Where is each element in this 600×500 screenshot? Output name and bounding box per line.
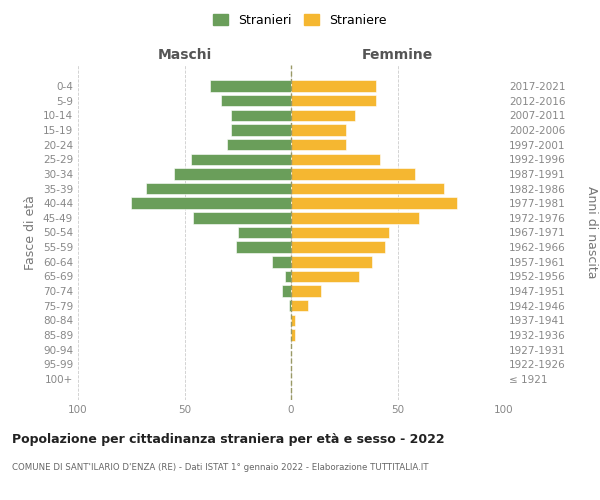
Bar xyxy=(232,110,291,121)
Bar xyxy=(291,198,457,209)
Bar xyxy=(272,256,291,268)
Text: Popolazione per cittadinanza straniera per età e sesso - 2022: Popolazione per cittadinanza straniera p… xyxy=(12,432,445,446)
Bar xyxy=(291,110,355,121)
Bar xyxy=(232,124,291,136)
Bar xyxy=(291,80,376,92)
Bar xyxy=(131,198,291,209)
Bar xyxy=(291,256,372,268)
Bar xyxy=(291,300,308,312)
Y-axis label: Fasce di età: Fasce di età xyxy=(25,195,37,270)
Bar xyxy=(193,212,291,224)
Text: Maschi: Maschi xyxy=(157,48,212,62)
Bar xyxy=(291,95,376,106)
Bar xyxy=(236,242,291,253)
Bar xyxy=(291,168,415,179)
Bar xyxy=(291,183,445,194)
Bar xyxy=(291,139,346,150)
Bar xyxy=(291,212,419,224)
Text: COMUNE DI SANT'ILARIO D'ENZA (RE) - Dati ISTAT 1° gennaio 2022 - Elaborazione TU: COMUNE DI SANT'ILARIO D'ENZA (RE) - Dati… xyxy=(12,462,428,471)
Bar xyxy=(291,271,359,282)
Bar xyxy=(210,80,291,92)
Y-axis label: Anni di nascita: Anni di nascita xyxy=(585,186,598,279)
Bar xyxy=(221,95,291,106)
Bar xyxy=(291,330,295,341)
Bar xyxy=(291,286,321,297)
Bar xyxy=(227,139,291,150)
Bar xyxy=(191,154,291,165)
Bar xyxy=(291,242,385,253)
Legend: Stranieri, Straniere: Stranieri, Straniere xyxy=(211,11,389,29)
Bar xyxy=(146,183,291,194)
Bar xyxy=(174,168,291,179)
Bar xyxy=(291,314,295,326)
Bar xyxy=(289,300,291,312)
Bar xyxy=(291,227,389,238)
Bar xyxy=(238,227,291,238)
Bar xyxy=(291,154,380,165)
Bar xyxy=(284,271,291,282)
Bar xyxy=(291,124,346,136)
Bar xyxy=(283,286,291,297)
Text: Femmine: Femmine xyxy=(362,48,433,62)
